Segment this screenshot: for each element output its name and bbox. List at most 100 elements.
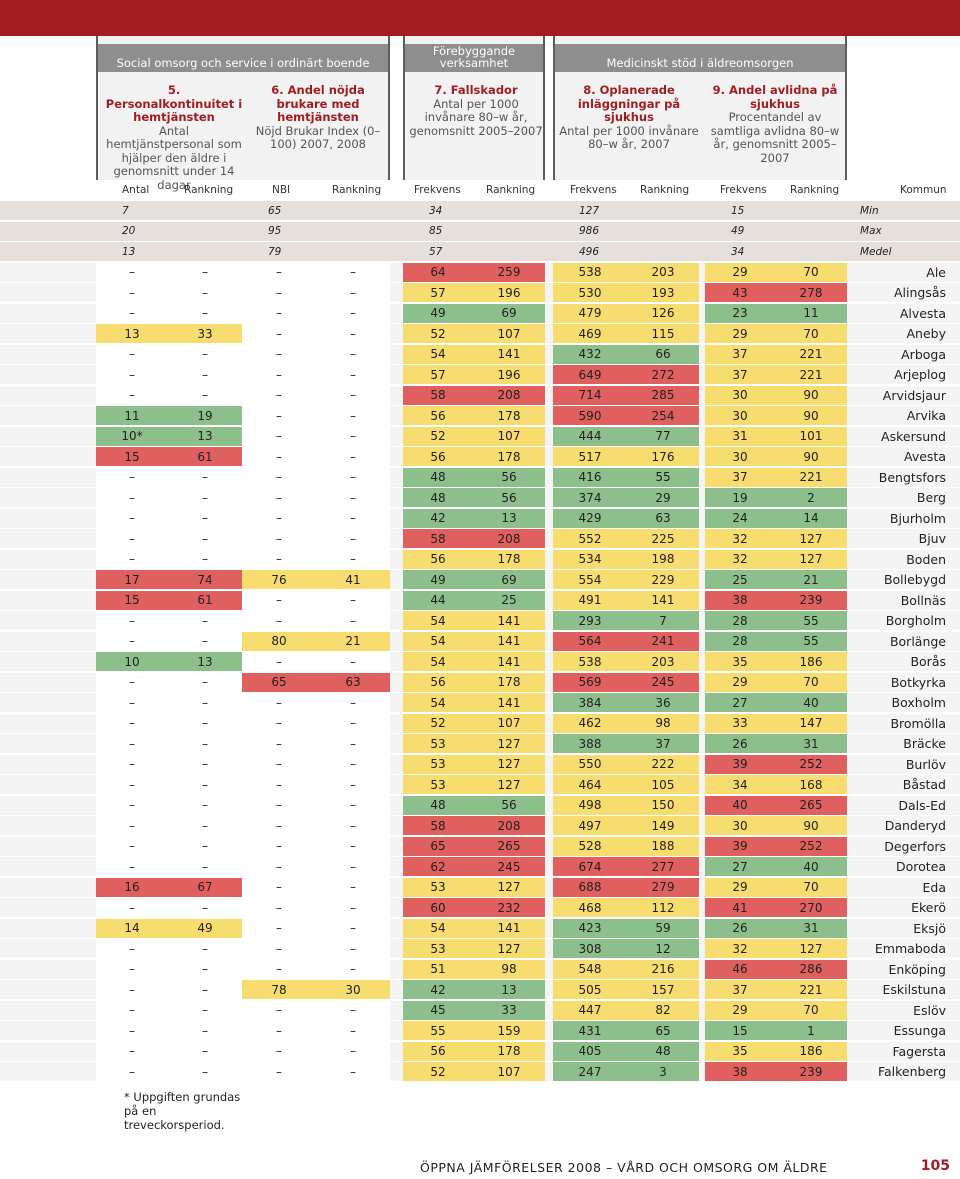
table-cell: – (350, 552, 356, 566)
table-cell: 64 (430, 265, 446, 279)
stats-value: 65 (268, 204, 282, 217)
cell-bg (96, 611, 242, 630)
cell-bg (705, 426, 847, 446)
table-cell: 69 (501, 306, 517, 320)
table-cell: – (202, 818, 208, 833)
subheader-nbi: NBI (272, 184, 291, 196)
cell-bg (705, 877, 847, 897)
column-5-title: 5. Personalkontinuitet i hemtjänsten (105, 83, 243, 124)
cell-bg (242, 939, 390, 958)
cell-bg (96, 365, 242, 384)
cell-bg (96, 590, 242, 610)
cell-bg (242, 754, 390, 774)
table-cell: 54 (430, 634, 446, 648)
cell-bg (403, 959, 545, 979)
cell-bg (96, 980, 242, 999)
table-cell: 44 (430, 593, 446, 607)
cell-bg (403, 877, 545, 897)
table-cell: 31 (803, 736, 819, 751)
stats-label: Max (860, 225, 882, 237)
cell-bg (242, 570, 390, 589)
cell-bg (96, 1021, 242, 1040)
table-cell: 56 (501, 470, 517, 484)
table-cell: 90 (803, 388, 819, 402)
table-cell: 127 (497, 777, 521, 792)
table-cell: – (276, 900, 282, 915)
table-cell: 56 (430, 449, 446, 464)
table-cell: – (202, 962, 208, 976)
cell-bg (403, 508, 545, 528)
table-cell: 13 (501, 511, 517, 525)
table-row: – – – – 54 141 293 7 28 55 Borgholm (0, 610, 960, 630)
table-cell: 14 (803, 511, 819, 525)
cell-bg (403, 426, 545, 446)
table-cell: 53 (430, 880, 446, 894)
table-cell: 221 (799, 982, 823, 997)
table-cell: 232 (497, 900, 521, 915)
cell-bg (96, 426, 242, 446)
table-cell: – (350, 470, 356, 484)
table-cell: – (350, 695, 356, 710)
table-cell: 14 (124, 921, 140, 935)
table-cell: – (129, 388, 135, 402)
table-cell: 57 (430, 367, 446, 382)
table-cell: 54 (430, 347, 446, 361)
table-cell: 141 (497, 654, 521, 669)
table-cell: 221 (799, 367, 823, 382)
table-cell: 59 (655, 921, 671, 935)
cell-bg (553, 283, 699, 302)
cell-bg (553, 775, 699, 794)
table-cell: 141 (497, 921, 521, 935)
table-cell: 66 (655, 347, 671, 361)
cell-bg (553, 467, 699, 487)
table-cell: – (350, 962, 356, 976)
cell-bg (553, 1062, 699, 1081)
table-cell: – (129, 531, 135, 546)
table-cell: – (350, 367, 356, 382)
table-cell: 107 (497, 716, 521, 730)
table-cell: 48 (430, 470, 446, 484)
table-cell: 127 (497, 736, 521, 751)
cell-bg (705, 836, 847, 856)
table-row: 15 61 – – 56 178 517 176 30 90 Avesta (0, 446, 960, 466)
cell-bg (553, 488, 699, 507)
table-cell: – (129, 1064, 135, 1079)
table-cell: – (129, 613, 135, 628)
table-cell: 55 (803, 634, 819, 648)
table-cell: 141 (651, 593, 675, 607)
cell-bg (705, 898, 847, 917)
cell-bg (96, 734, 242, 753)
table-cell: 552 (578, 531, 602, 546)
cell-bg (705, 611, 847, 630)
table-row: 10 13 – – 54 141 538 203 35 186 Borås (0, 651, 960, 671)
table-cell: 40 (803, 859, 819, 874)
cell-bg (403, 816, 545, 835)
municipality-name: Arjeplog (894, 367, 946, 382)
table-cell: – (202, 736, 208, 751)
table-cell: 17 (124, 572, 140, 587)
table-cell: 53 (430, 941, 446, 956)
cell-bg (705, 365, 847, 384)
table-cell: 2 (807, 490, 815, 505)
cell-bg (705, 1021, 847, 1040)
table-cell: 216 (651, 962, 675, 976)
table-cell: 55 (803, 613, 819, 628)
table-cell: – (129, 511, 135, 525)
table-cell: – (129, 798, 135, 812)
page-footer: ÖPPNA JÄMFÖRELSER 2008 – VÅRD OCH OMSORG… (420, 1160, 828, 1175)
table-cell: 538 (578, 265, 602, 279)
cell-bg (403, 303, 545, 323)
table-cell: 186 (799, 654, 823, 669)
table-cell: – (276, 1064, 282, 1079)
table-cell: – (129, 490, 135, 505)
cell-bg (242, 262, 390, 282)
table-cell: 37 (732, 367, 748, 382)
table-row: 13 33 – – 52 107 469 115 29 70 Aneby (0, 323, 960, 343)
municipality-name: Arvidsjaur (882, 387, 946, 403)
table-cell: – (129, 1003, 135, 1017)
table-cell: 21 (345, 634, 361, 648)
table-cell: 54 (430, 613, 446, 628)
cell-bg (403, 918, 545, 938)
table-cell: – (276, 654, 282, 669)
column-7-title: 7. Fallskador (434, 83, 518, 97)
